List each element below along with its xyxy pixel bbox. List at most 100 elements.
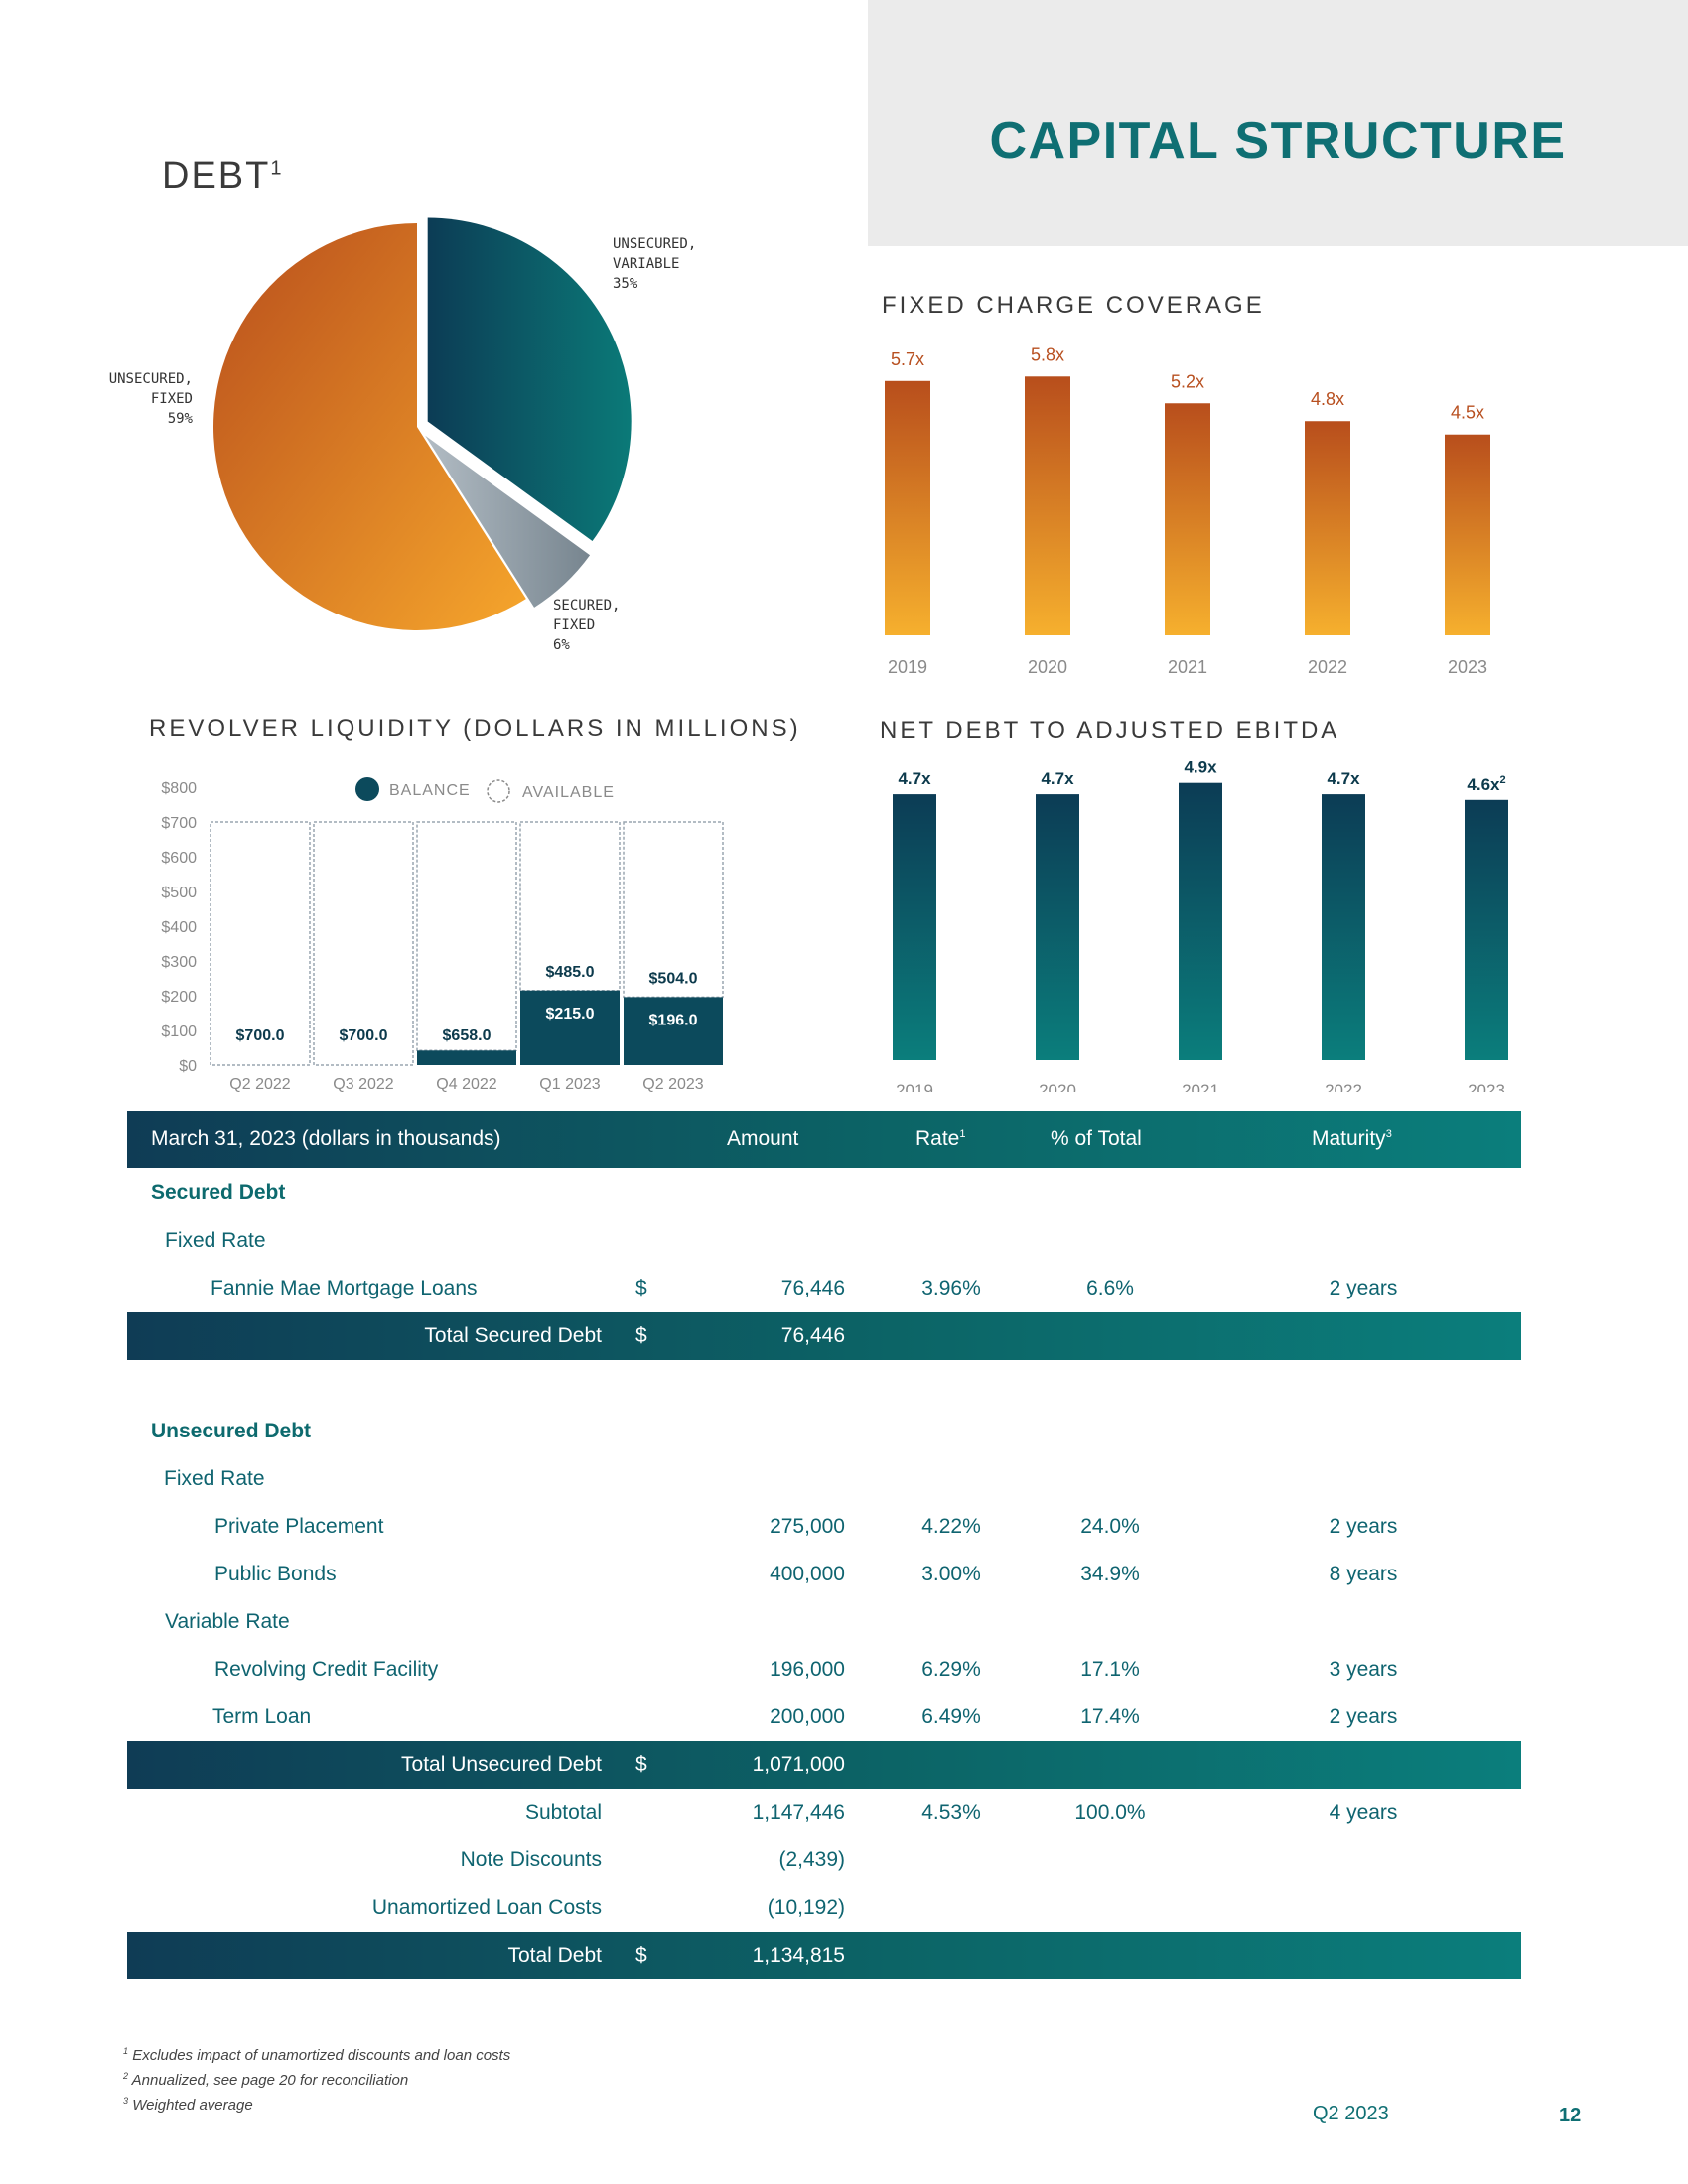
row-pct: 100.0% bbox=[1074, 1801, 1146, 1824]
revolver-title: REVOLVER LIQUIDITY (DOLLARS IN MILLIONS) bbox=[149, 715, 801, 742]
fcc-bar-label: 5.8x bbox=[1031, 344, 1064, 364]
table-header-maturity-note: 3 bbox=[1385, 1128, 1392, 1140]
row-maturity: 8 years bbox=[1329, 1563, 1398, 1585]
row-currency: $ bbox=[635, 1753, 647, 1776]
row-amount: 400,000 bbox=[770, 1563, 845, 1585]
row-pct: 34.9% bbox=[1080, 1563, 1140, 1585]
row-amount: (10,192) bbox=[767, 1896, 845, 1919]
table-header-pct: % of Total bbox=[1051, 1127, 1142, 1150]
revolver-x-tick: Q2 2023 bbox=[642, 1076, 703, 1092]
row-amount: 1,147,446 bbox=[752, 1801, 845, 1824]
table-header-maturity-text: Maturity bbox=[1312, 1127, 1386, 1150]
row-name: Note Discounts bbox=[460, 1848, 602, 1871]
revolver-x-tick: Q3 2022 bbox=[333, 1076, 393, 1092]
netdebt-bar bbox=[1179, 782, 1222, 1060]
row-rate: 4.53% bbox=[921, 1801, 981, 1824]
debt-title-text: DEBT bbox=[162, 155, 271, 197]
netdebt-bar bbox=[1322, 794, 1365, 1060]
table-row-loan-costs: Unamortized Loan Costs (10,192) bbox=[127, 1884, 1521, 1932]
footnote-1: 1 Excludes impact of unamortized discoun… bbox=[123, 2041, 510, 2066]
row-amount: 76,446 bbox=[780, 1324, 845, 1347]
fcc-chart: 5.7x 2019 5.8x 2020 5.2x 2021 4.8x 2022 4.5x 2023 bbox=[885, 344, 1490, 675]
netdebt-bar bbox=[1036, 794, 1079, 1060]
fixed-rate-label: Fixed Rate bbox=[164, 1467, 265, 1490]
netdebt-title: NET DEBT TO ADJUSTED EBITDA bbox=[880, 717, 1340, 744]
fixed-rate-label: Fixed Rate bbox=[165, 1229, 266, 1252]
revolver-available-label: $658.0 bbox=[443, 1027, 492, 1044]
netdebt-x-tick: 2021 bbox=[1182, 1081, 1219, 1092]
table-row-total-unsecured: Total Unsecured Debt $ 1,071,000 bbox=[127, 1741, 1521, 1789]
netdebt-bar bbox=[893, 794, 936, 1060]
footnote-text: Excludes impact of unamortized discounts… bbox=[132, 2047, 511, 2064]
table-header-row: March 31, 2023 (dollars in thousands) Am… bbox=[127, 1111, 1521, 1168]
row-amount: 1,071,000 bbox=[752, 1753, 845, 1776]
footnote-2: 2 Annualized, see page 20 for reconcilia… bbox=[123, 2066, 510, 2091]
table-header-maturity: Maturity3 bbox=[1312, 1127, 1392, 1151]
table-header-date: March 31, 2023 (dollars in thousands) bbox=[151, 1127, 501, 1150]
revolver-balance-label: $196.0 bbox=[649, 1012, 698, 1028]
row-name: Total Secured Debt bbox=[424, 1324, 602, 1347]
revolver-balance-bar bbox=[520, 990, 620, 1065]
legend-balance-icon bbox=[355, 777, 379, 801]
row-pct: 6.6% bbox=[1086, 1277, 1134, 1299]
revolver-y-tick: $300 bbox=[161, 954, 197, 971]
row-name: Revolving Credit Facility bbox=[214, 1658, 439, 1681]
footnote-mark: 3 bbox=[123, 2096, 129, 2106]
netdebt-x-tick: 2023 bbox=[1468, 1081, 1505, 1092]
table-row-total-debt: Total Debt $ 1,134,815 bbox=[127, 1932, 1521, 1979]
variable-rate-label: Variable Rate bbox=[165, 1610, 290, 1633]
row-maturity: 2 years bbox=[1329, 1277, 1398, 1299]
revolver-available-label: $485.0 bbox=[546, 964, 595, 981]
revolver-y-tick: $100 bbox=[161, 1024, 197, 1040]
row-pct: 17.4% bbox=[1080, 1706, 1140, 1728]
netdebt-bar-label: 4.7x bbox=[1327, 769, 1360, 788]
revolver-x-tick: Q4 2022 bbox=[436, 1076, 496, 1092]
row-rate: 3.00% bbox=[921, 1563, 981, 1585]
revolver-y-tick: $800 bbox=[161, 780, 197, 797]
netdebt-bar-label: 4.7x bbox=[898, 769, 931, 788]
row-name: Term Loan bbox=[212, 1706, 312, 1728]
revolver-available-bar bbox=[519, 821, 621, 992]
footnote-mark: 2 bbox=[123, 2071, 129, 2081]
netdebt-bar-label: 4.7x bbox=[1041, 769, 1074, 788]
debt-title: DEBT1 bbox=[162, 155, 283, 198]
secured-debt-label: Secured Debt bbox=[151, 1181, 286, 1204]
fcc-bar bbox=[885, 380, 930, 635]
table-row-fixed-rate-2: Fixed Rate bbox=[127, 1455, 1521, 1503]
revolver-y-tick: $600 bbox=[161, 850, 197, 867]
footnote-mark: 1 bbox=[123, 2046, 129, 2056]
footnotes: 1 Excludes impact of unamortized discoun… bbox=[123, 2041, 510, 2116]
revolver-available-bar bbox=[210, 821, 311, 1066]
legend-balance-label: BALANCE bbox=[389, 782, 471, 799]
revolver-balance-bar bbox=[417, 1050, 516, 1065]
footnote-text: Weighted average bbox=[132, 2097, 253, 2114]
fcc-x-tick: 2019 bbox=[888, 657, 927, 675]
table-header-rate-text: Rate bbox=[915, 1127, 960, 1150]
table-header-rate-note: 1 bbox=[959, 1128, 966, 1140]
row-name: Subtotal bbox=[524, 1801, 602, 1824]
revolver-y-tick: $200 bbox=[161, 989, 197, 1006]
revolver-available-bar bbox=[416, 821, 517, 1052]
revolver-x-tick: Q1 2023 bbox=[539, 1076, 600, 1092]
pie-slice-unsecured-fixed bbox=[213, 223, 526, 630]
table-row-unsecured-heading: Unsecured Debt bbox=[127, 1408, 1521, 1455]
fcc-bar-label: 5.2x bbox=[1171, 371, 1204, 391]
row-maturity: 2 years bbox=[1329, 1706, 1398, 1728]
netdebt-chart: 4.7x 2019 4.7x 2020 4.9x 2021 4.7x 2022 4.6x2 202… bbox=[893, 758, 1508, 1092]
revolver-chart: $0 $100 $200 $300 $400 $500 $600 $700 $800 BALANC… bbox=[161, 777, 724, 1092]
table-header-rate: Rate1 bbox=[915, 1127, 965, 1151]
revolver-x-tick: Q2 2022 bbox=[229, 1076, 290, 1092]
pie-slice-secured-fixed bbox=[425, 435, 591, 608]
table-row-fixed-rate-1: Fixed Rate bbox=[127, 1217, 1521, 1265]
netdebt-bar-label: 4.6x2 bbox=[1467, 774, 1505, 794]
fcc-title: FIXED CHARGE COVERAGE bbox=[882, 292, 1265, 319]
fcc-x-tick: 2023 bbox=[1448, 657, 1487, 675]
revolver-y-tick: $500 bbox=[161, 885, 197, 901]
row-pct: 17.1% bbox=[1080, 1658, 1140, 1681]
pie-label-unsecured-variable: UNSECURED, VARIABLE 35% bbox=[613, 236, 697, 292]
fcc-x-tick: 2022 bbox=[1308, 657, 1347, 675]
pie-label-secured-fixed: SECURED, FIXED 6% bbox=[553, 598, 621, 653]
revolver-available-label: $700.0 bbox=[340, 1027, 388, 1044]
table-row: Term Loan 200,000 6.49% 17.4% 2 years bbox=[127, 1694, 1521, 1741]
row-amount: 1,134,815 bbox=[752, 1944, 845, 1967]
